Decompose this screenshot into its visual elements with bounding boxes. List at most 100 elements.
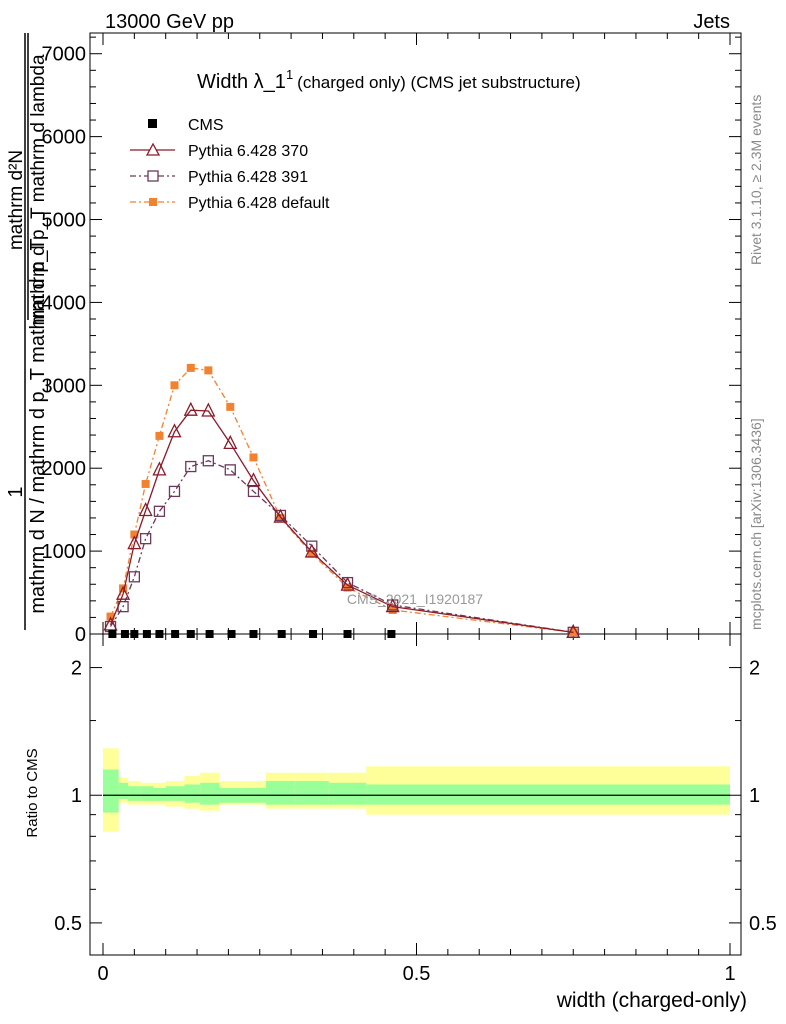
ratio-y-tick-label-right: 1 [749,785,760,807]
data-point-pythia-6-428-370 [246,472,261,487]
data-point-pythia-6-428-default [170,381,179,390]
rivet-label: Rivet 3.1.10, ≥ 2.3M events [748,95,764,265]
data-point-pythia-6-428-default [249,453,258,462]
data-point-pythia-6-428-370 [103,616,118,631]
legend-marker-pythia-370 [145,142,161,156]
data-point-pythia-6-428-370 [385,598,400,613]
series-line-pythia-6-428-391 [109,460,574,633]
data-point-pythia-6-428-391 [202,455,214,467]
x-axis-label: width (charged-only) [556,989,747,1012]
data-point-pythia-6-428-370 [201,402,216,417]
y-tick-label: 4000 [42,292,87,314]
data-point-pythia-6-428-391 [168,485,181,498]
data-point-cms [205,630,214,638]
stat-uncertainty-band [153,788,166,801]
data-point-pythia-6-428-391 [224,464,236,476]
data-point-pythia-6-428-391 [128,571,141,583]
data-point-cms [142,630,151,638]
ratio-ticks: 0.5 0.5 1 1 2 2 0 0.5 1 [54,634,777,985]
stat-uncertainty-band [266,781,295,805]
ylabel-numerator: 1 [5,486,27,497]
y-tick-label: 5000 [42,210,87,232]
ratio-y-tick-label: 2 [71,658,82,680]
data-point-cms [186,630,195,638]
data-point-cms [387,630,396,638]
data-point-cms [309,630,318,638]
data-point-pythia-6-428-370 [152,461,167,476]
stat-uncertainty-band [140,786,154,801]
ylabel-denominator: mathrm d N / mathrm d p_T mathrm d p_T [27,238,49,613]
legend-label-pythia-370: Pythia 6.428 370 [188,143,308,160]
series-cms [108,630,396,638]
stat-uncertainty-band [416,784,730,805]
data-point-pythia-6-428-370 [183,401,198,416]
y-tick-label: 7000 [42,44,87,66]
data-point-pythia-6-428-370 [304,543,319,558]
legend-entry-pythia-default: Pythia 6.428 default [130,195,330,212]
data-point-pythia-6-428-370 [127,535,142,550]
x-tick-label: 0.5 [403,963,431,985]
legend-label-cms: CMS [188,117,224,134]
series-pythia-6-428-default [106,363,578,637]
ratio-y-tick-label: 0.5 [54,913,82,935]
series-pythia-6-428-370 [103,401,581,638]
y-tick-label: 2000 [42,458,87,480]
legend-marker-pythia-default [149,198,157,206]
data-point-cms [227,630,236,638]
data-point-pythia-6-428-391 [153,505,166,517]
ratio-plot-frame [89,633,742,956]
energy-label: 13000 GeV pp [105,11,234,33]
data-point-pythia-6-428-370 [223,434,238,449]
data-point-pythia-6-428-default [155,431,164,440]
stat-uncertainty-band [294,781,329,805]
ratio-ylabel: Ratio to CMS [24,748,41,837]
x-tick-label: 1 [724,963,735,985]
series-group [103,363,581,638]
ratio-y-tick-label-right: 0.5 [749,913,777,935]
analysis-label: CMS_2021_I1920187 [347,591,483,607]
data-point-pythia-6-428-370 [116,585,131,600]
stat-uncertainty-band [128,786,141,801]
data-point-cms [343,630,352,638]
ratio-frame [89,633,742,956]
data-point-pythia-6-428-default [307,549,316,558]
y-tick-label: 3000 [42,375,87,397]
data-point-pythia-6-428-default [204,366,213,375]
data-point-pythia-6-428-default [226,402,235,411]
stat-uncertainty-band [165,786,185,801]
legend-entry-pythia-370: Pythia 6.428 370 [130,142,308,160]
data-point-cms [277,630,286,638]
data-point-pythia-6-428-391 [185,460,197,473]
data-point-cms [155,630,164,638]
x-tick-label: 0 [97,963,108,985]
legend-marker-cms [148,119,157,128]
series-pythia-6-428-391 [104,455,579,638]
legend-label-pythia-391: Pythia 6.428 391 [188,169,308,186]
mcplots-label: mcplots.cern.ch [arXiv:1306.3436] [748,418,764,630]
process-label: Jets [693,11,730,33]
ylabel-inner-numerator: mathrm d²N [6,150,27,250]
data-point-pythia-6-428-391 [247,485,260,498]
data-point-cms [120,630,129,638]
legend-label-pythia-default: Pythia 6.428 default [188,195,330,212]
plot-title-sub: (charged only) (CMS jet substructure) [297,73,580,92]
data-point-pythia-6-428-370 [138,502,153,517]
stat-uncertainty-band [200,782,219,805]
data-point-pythia-6-428-370 [273,508,288,523]
data-point-pythia-6-428-370 [167,423,182,438]
data-point-pythia-6-428-default [130,530,139,539]
series-line-pythia-6-428-370 [109,409,574,633]
main-ylabel: 1 mathrm d N / mathrm d p_T mathrm d p_T… [5,33,49,630]
ylabel-inner-denominator: mathrm d p_T mathrm d lambda [28,54,49,325]
stat-uncertainty-band [184,784,201,803]
data-point-pythia-6-428-391 [139,533,152,545]
stat-uncertainty-band [366,784,417,805]
data-point-cms [130,630,139,638]
data-point-pythia-6-428-370 [566,623,581,638]
stat-uncertainty-band [118,782,129,799]
data-point-cms [249,630,258,638]
data-point-cms [171,630,180,638]
plot-title: Width λ_11 (charged only) (CMS jet substr… [197,67,581,93]
y-tick-label: 0 [75,624,86,646]
